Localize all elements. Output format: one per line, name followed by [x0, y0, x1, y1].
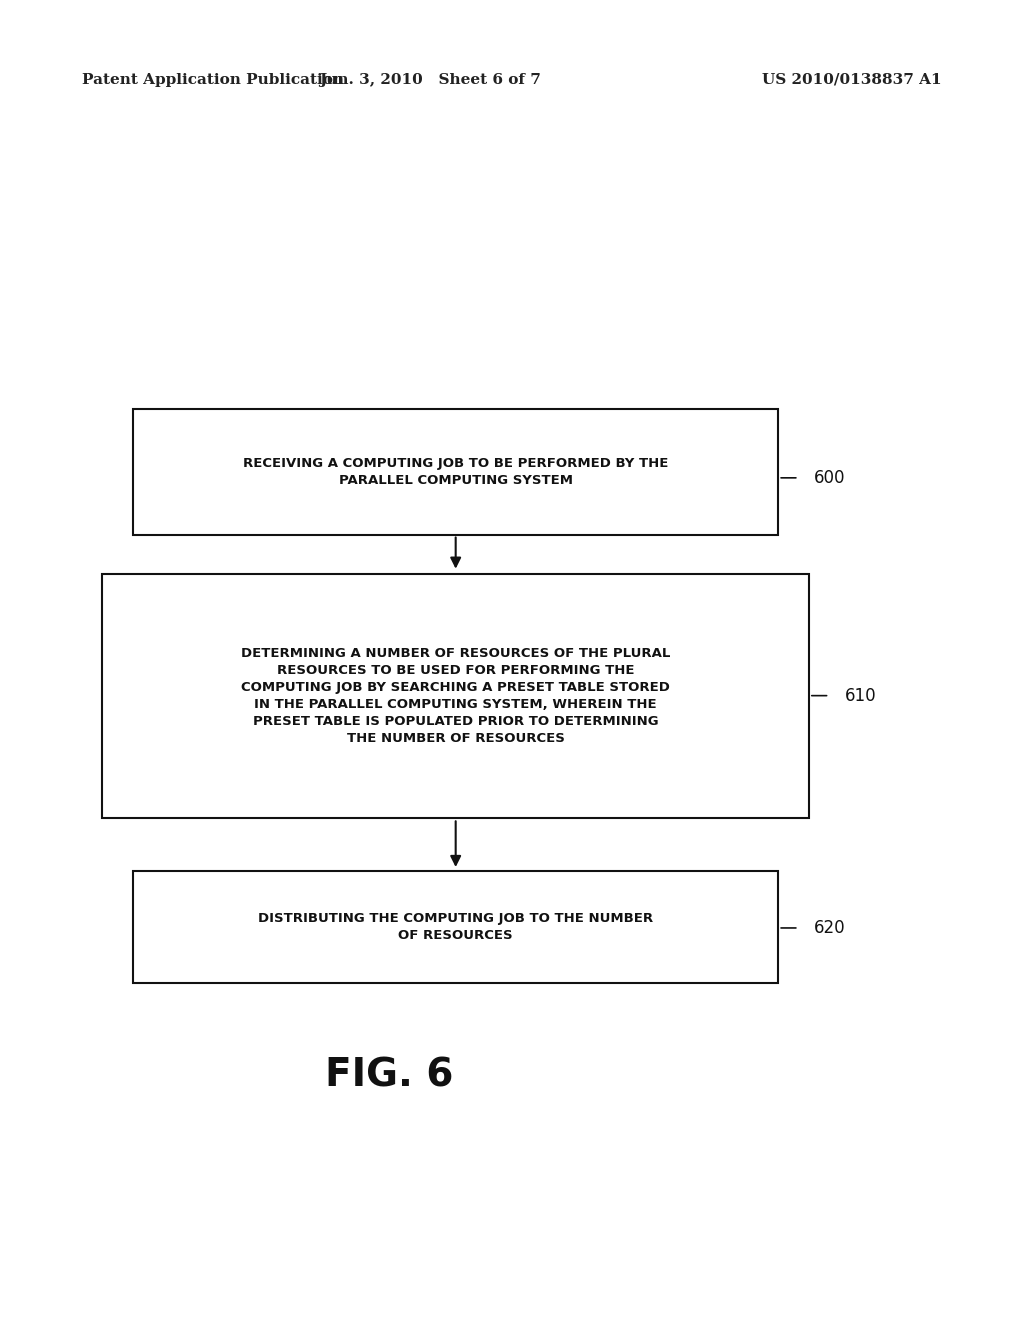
Text: FIG. 6: FIG. 6	[325, 1057, 454, 1094]
Text: DETERMINING A NUMBER OF RESOURCES OF THE PLURAL
RESOURCES TO BE USED FOR PERFORM: DETERMINING A NUMBER OF RESOURCES OF THE…	[241, 647, 671, 746]
Text: Patent Application Publication: Patent Application Publication	[82, 73, 344, 87]
Text: Jun. 3, 2010   Sheet 6 of 7: Jun. 3, 2010 Sheet 6 of 7	[319, 73, 541, 87]
Text: US 2010/0138837 A1: US 2010/0138837 A1	[763, 73, 942, 87]
FancyBboxPatch shape	[133, 871, 778, 983]
Text: DISTRIBUTING THE COMPUTING JOB TO THE NUMBER
OF RESOURCES: DISTRIBUTING THE COMPUTING JOB TO THE NU…	[258, 912, 653, 942]
FancyBboxPatch shape	[102, 574, 809, 818]
Text: 620: 620	[814, 919, 846, 937]
Text: 610: 610	[845, 686, 877, 705]
Text: 600: 600	[814, 469, 846, 487]
FancyBboxPatch shape	[133, 409, 778, 535]
Text: RECEIVING A COMPUTING JOB TO BE PERFORMED BY THE
PARALLEL COMPUTING SYSTEM: RECEIVING A COMPUTING JOB TO BE PERFORME…	[243, 457, 669, 487]
